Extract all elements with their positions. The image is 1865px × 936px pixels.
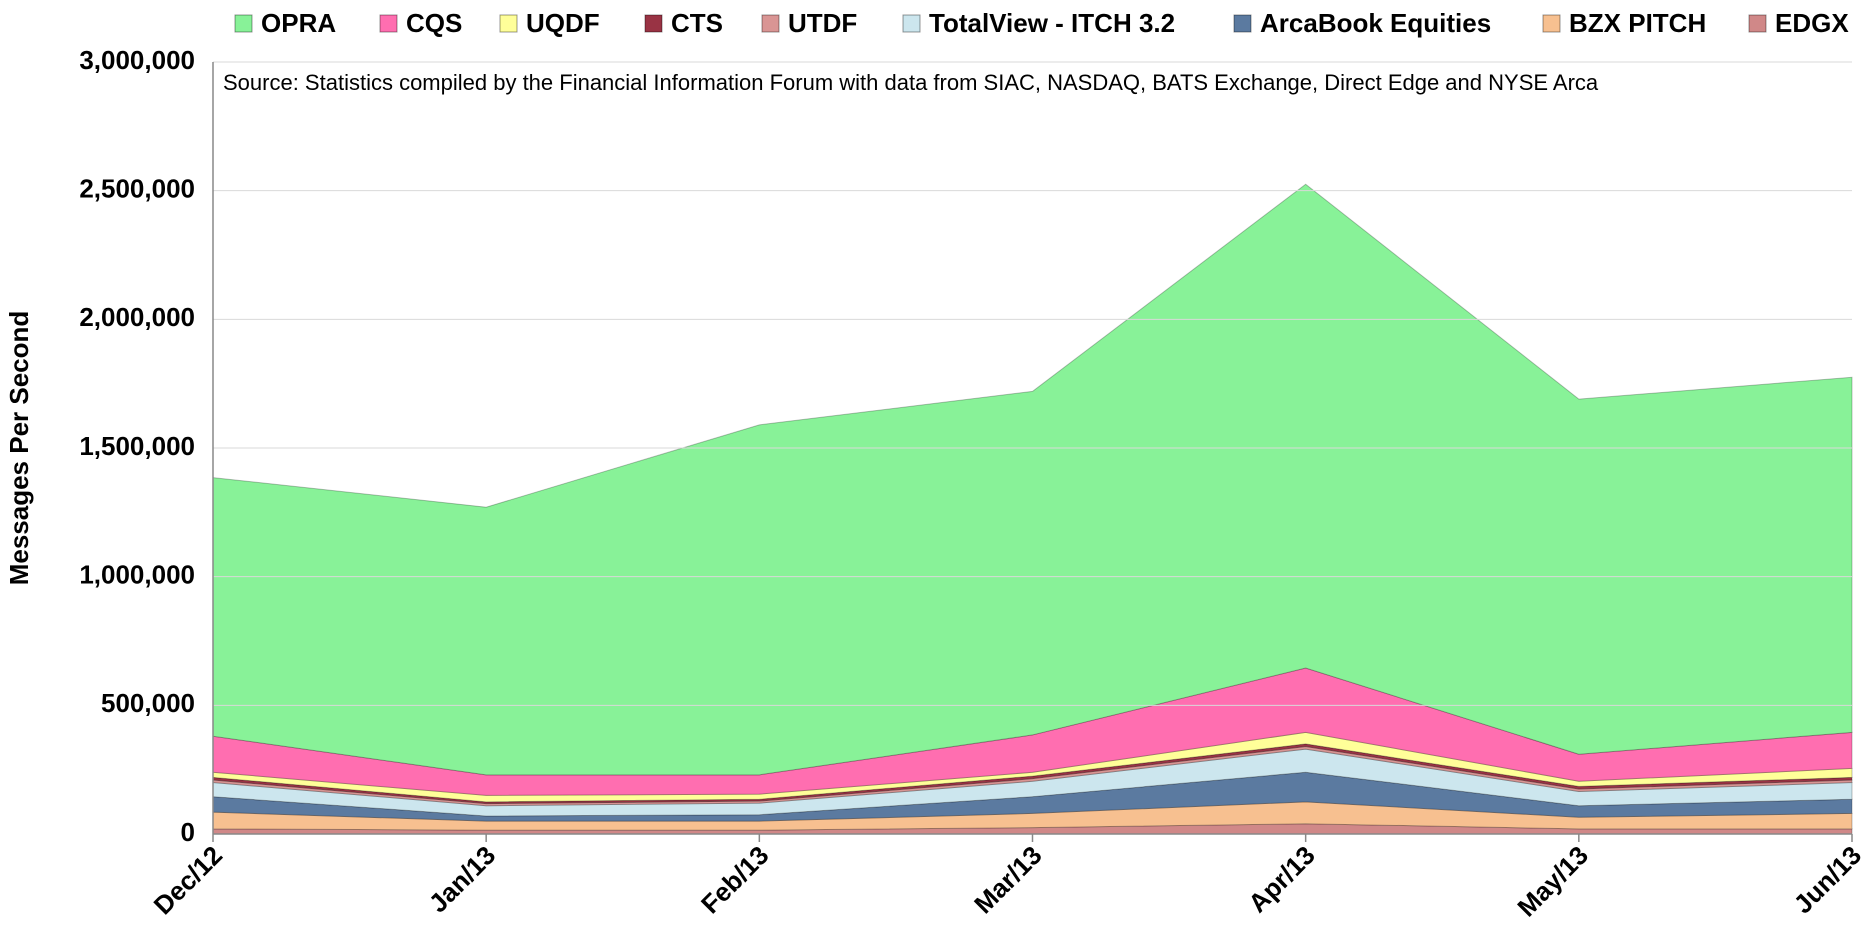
legend-label: OPRA <box>261 8 336 38</box>
y-tick-label: 500,000 <box>101 688 195 718</box>
legend-label: UTDF <box>788 8 857 38</box>
legend-swatch <box>902 14 921 33</box>
y-tick-label: 2,500,000 <box>79 174 195 204</box>
legend-label: UQDF <box>526 8 600 38</box>
legend-label: ArcaBook Equities <box>1260 8 1491 38</box>
areas <box>212 183 1853 835</box>
legend-label: EDGX <box>1775 8 1849 38</box>
x-tick-label: Apr/13 <box>1242 840 1320 918</box>
y-tick-label: 1,500,000 <box>79 431 195 461</box>
x-tick-label: Jan/13 <box>423 840 501 918</box>
legend-swatch <box>499 14 518 33</box>
x-tick-label: Feb/13 <box>695 840 774 919</box>
y-tick-label: 0 <box>181 817 195 847</box>
legend-label: CTS <box>671 8 723 38</box>
legend-swatch <box>644 14 663 33</box>
legend-swatch <box>761 14 780 33</box>
x-tick-label: Mar/13 <box>968 840 1047 919</box>
legend-label: CQS <box>406 8 462 38</box>
source-note: Source: Statistics compiled by the Finan… <box>223 70 1599 95</box>
legend-label: TotalView - ITCH 3.2 <box>929 8 1175 38</box>
x-tick-label: Dec/12 <box>148 840 228 920</box>
area <box>212 748 1853 817</box>
legend-swatch <box>1542 14 1561 33</box>
x-tick-label: Jun/13 <box>1788 840 1865 919</box>
x-tick-label: May/13 <box>1511 840 1594 923</box>
area <box>212 771 1853 822</box>
legend-swatch <box>1748 14 1767 33</box>
legend-swatch <box>234 14 253 33</box>
legend-label: BZX PITCH <box>1569 8 1706 38</box>
y-tick-label: 3,000,000 <box>79 45 195 75</box>
legend-swatch <box>379 14 398 33</box>
y-tick-label: 1,000,000 <box>79 560 195 590</box>
y-tick-label: 2,000,000 <box>79 302 195 332</box>
legend-swatch <box>1233 14 1252 33</box>
y-axis-label: Messages Per Second <box>4 311 34 586</box>
area <box>212 183 1853 776</box>
